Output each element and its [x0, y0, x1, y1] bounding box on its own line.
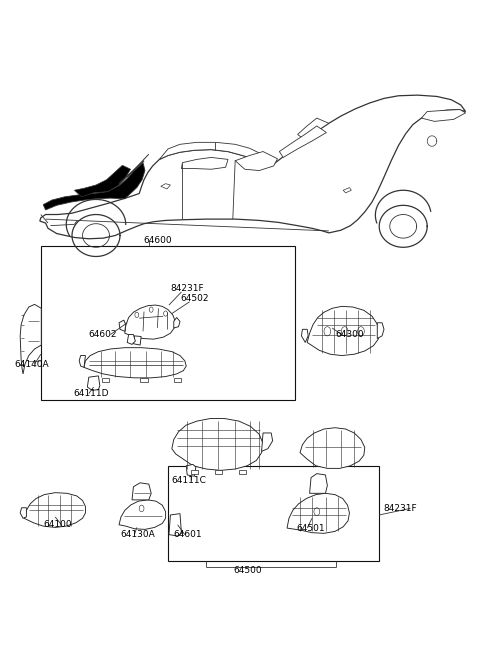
- Polygon shape: [40, 95, 466, 239]
- Text: 64140A: 64140A: [14, 359, 49, 369]
- Polygon shape: [310, 474, 327, 493]
- Text: 64100: 64100: [43, 520, 72, 529]
- Circle shape: [164, 311, 168, 316]
- Text: 64130A: 64130A: [120, 530, 155, 539]
- Circle shape: [341, 327, 348, 336]
- Text: 64111D: 64111D: [73, 389, 108, 398]
- Bar: [41, 246, 295, 400]
- Polygon shape: [239, 470, 246, 474]
- Polygon shape: [172, 419, 263, 470]
- Circle shape: [149, 307, 153, 312]
- Circle shape: [135, 312, 139, 318]
- Polygon shape: [140, 378, 148, 382]
- Polygon shape: [84, 348, 186, 378]
- Polygon shape: [132, 483, 151, 500]
- Polygon shape: [343, 188, 351, 193]
- Polygon shape: [125, 305, 175, 339]
- Circle shape: [324, 327, 331, 336]
- Polygon shape: [181, 157, 228, 169]
- Polygon shape: [127, 335, 135, 344]
- Polygon shape: [102, 378, 109, 382]
- Polygon shape: [279, 126, 326, 157]
- Circle shape: [314, 508, 320, 516]
- Polygon shape: [301, 329, 308, 342]
- Text: 84231F: 84231F: [170, 284, 204, 293]
- Polygon shape: [119, 320, 126, 331]
- Polygon shape: [174, 378, 181, 382]
- Bar: [168, 466, 379, 561]
- Text: 84231F: 84231F: [383, 504, 417, 513]
- Polygon shape: [119, 500, 166, 529]
- Polygon shape: [191, 470, 198, 474]
- Text: 64602: 64602: [89, 330, 117, 339]
- Circle shape: [358, 327, 364, 336]
- Polygon shape: [161, 184, 170, 189]
- Polygon shape: [186, 464, 196, 476]
- Polygon shape: [174, 318, 180, 328]
- Polygon shape: [43, 163, 145, 210]
- Text: 64501: 64501: [297, 523, 325, 533]
- Polygon shape: [421, 110, 466, 121]
- Polygon shape: [169, 514, 181, 536]
- Polygon shape: [159, 142, 262, 161]
- Polygon shape: [20, 304, 41, 374]
- Polygon shape: [377, 323, 384, 338]
- Polygon shape: [298, 118, 329, 140]
- Polygon shape: [133, 336, 141, 345]
- Polygon shape: [300, 428, 365, 468]
- Text: 64300: 64300: [335, 330, 364, 339]
- Text: 64111C: 64111C: [172, 476, 207, 485]
- Text: 64601: 64601: [174, 530, 203, 539]
- Text: 64500: 64500: [234, 566, 263, 575]
- Text: 64600: 64600: [143, 236, 172, 245]
- Circle shape: [139, 505, 144, 512]
- Text: 64502: 64502: [180, 294, 208, 303]
- Polygon shape: [87, 376, 100, 390]
- Polygon shape: [262, 433, 273, 451]
- Polygon shape: [20, 508, 26, 518]
- Polygon shape: [79, 356, 85, 367]
- Polygon shape: [215, 470, 222, 474]
- Polygon shape: [307, 306, 379, 356]
- Polygon shape: [235, 152, 277, 171]
- Polygon shape: [74, 165, 131, 197]
- Polygon shape: [287, 493, 349, 533]
- Polygon shape: [24, 493, 85, 527]
